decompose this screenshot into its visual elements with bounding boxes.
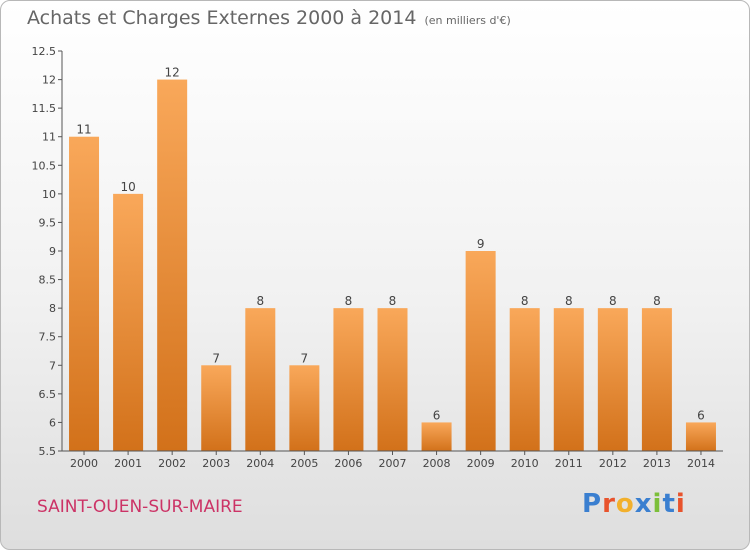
logo-letter: o [615,489,635,519]
bar [465,251,496,451]
proxiti-logo[interactable]: Proxiti [582,489,686,519]
bar [509,308,540,451]
bar [113,193,144,451]
bar [553,308,584,451]
x-tick-label: 2014 [687,457,715,470]
logo-letter: t [662,489,676,519]
logo-letter: i [675,489,686,519]
x-tick-label: 2010 [511,457,539,470]
x-tick-label: 2011 [555,457,583,470]
bar [245,308,276,451]
x-axis: 2000 2001 2002 2003 2004 2005 2006 2007 2008 2009… [62,450,723,470]
y-tick-label: 5.5 [39,445,57,458]
y-tick-label: 7 [49,359,56,372]
bar-value-label: 8 [345,294,353,308]
y-axis: 5.5 6 6.5 7 7.5 8 8.5 9 9.5 10 10.5 11 11.5 12 12.5 [32,45,63,458]
x-tick-label: 2009 [467,457,495,470]
x-tick-label: 2008 [423,457,451,470]
y-tick-label: 12.5 [32,45,57,58]
x-tick-label: 2000 [70,457,98,470]
x-tick-label: 2013 [643,457,671,470]
x-tick-label: 2012 [599,457,627,470]
bar [377,308,408,451]
bar [685,422,716,451]
bar-value-label: 9 [477,237,485,251]
x-tick-label: 2001 [114,457,142,470]
logo-letter: x [634,489,653,519]
bar-value-label: 8 [653,294,661,308]
x-tick-label: 2006 [334,457,362,470]
bar-value-label: 8 [389,294,397,308]
bar [289,365,320,451]
y-tick-label: 11.5 [32,102,57,115]
bar-value-label: 10 [120,180,135,194]
bar [157,79,188,452]
chart-unit: (en milliers d'€) [424,14,511,27]
y-tick-label: 10.5 [32,159,57,172]
bars-group: 11 10 12 7 8 7 8 8 6 9 8 8 8 8 6 [69,66,716,452]
bar [333,308,364,451]
bar [421,422,452,451]
x-tick-label: 2002 [158,457,186,470]
bar-value-label: 8 [256,294,264,308]
y-tick-label: 6.5 [39,388,57,401]
bar-value-label: 8 [565,294,573,308]
y-tick-label: 10 [42,188,56,201]
bar-value-label: 6 [433,408,441,422]
bar-value-label: 6 [697,408,705,422]
x-tick-label: 2003 [202,457,230,470]
city-name: SAINT-OUEN-SUR-MAIRE [37,497,243,517]
bar-value-label: 7 [212,351,220,365]
y-tick-label: 11 [42,131,56,144]
y-tick-label: 6 [49,416,56,429]
x-tick-label: 2005 [290,457,318,470]
bar [69,136,100,451]
bar-value-label: 8 [521,294,529,308]
x-tick-label: 2004 [246,457,274,470]
bar-value-label: 12 [165,66,180,80]
y-tick-label: 7.5 [39,331,57,344]
chart-title-text: Achats et Charges Externes 2000 à 2014 [27,7,417,29]
bar-value-label: 11 [76,123,91,137]
y-tick-label: 12 [42,74,56,87]
x-tick-label: 2007 [379,457,407,470]
bar-value-label: 8 [609,294,617,308]
logo-letter: r [602,489,616,519]
y-tick-label: 9 [49,245,56,258]
bar-value-label: 7 [301,351,309,365]
bar [641,308,672,451]
y-tick-label: 8.5 [39,274,57,287]
logo-letter: P [582,489,603,519]
y-tick-label: 9.5 [39,216,57,229]
chart-title: Achats et Charges Externes 2000 à 2014 (e… [27,7,511,29]
bar [597,308,628,451]
y-tick-label: 8 [49,302,56,315]
logo-letter: i [652,489,663,519]
bar [201,365,232,451]
